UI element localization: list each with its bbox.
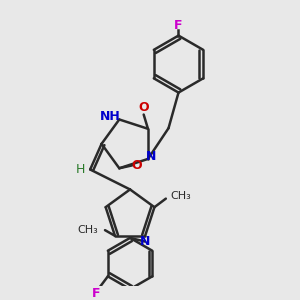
Text: O: O bbox=[131, 159, 142, 172]
Text: NH: NH bbox=[100, 110, 121, 123]
Text: N: N bbox=[140, 235, 150, 248]
Text: N: N bbox=[146, 150, 156, 163]
Text: O: O bbox=[138, 101, 149, 114]
Text: H: H bbox=[76, 163, 85, 176]
Text: F: F bbox=[92, 287, 101, 300]
Text: F: F bbox=[174, 19, 183, 32]
Text: CH₃: CH₃ bbox=[77, 225, 98, 235]
Text: CH₃: CH₃ bbox=[170, 191, 191, 201]
